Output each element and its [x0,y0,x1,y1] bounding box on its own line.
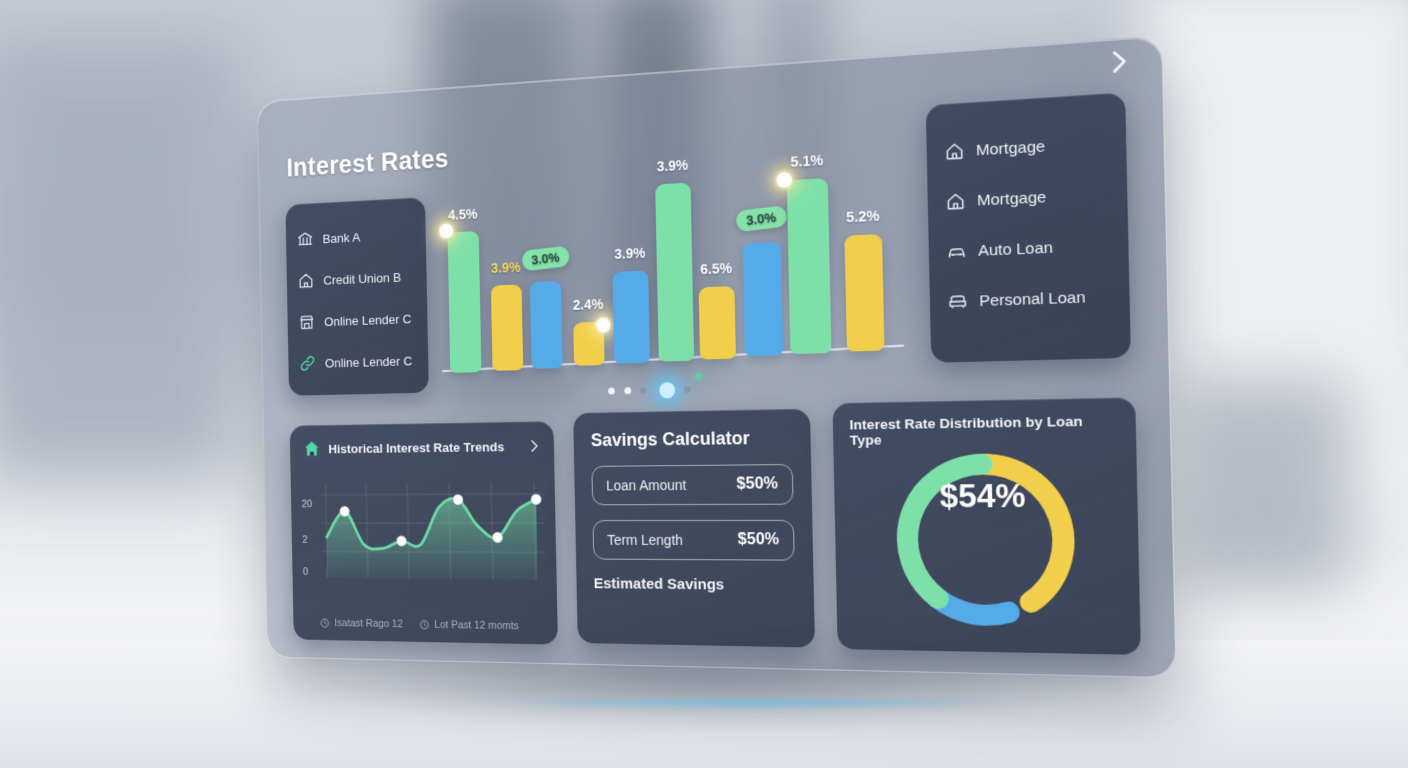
house-icon [945,190,967,212]
pagination-dot[interactable] [607,387,615,395]
trend-area-chart [290,421,554,425]
clock-icon [319,617,330,628]
bar-3.9%[interactable] [490,284,524,371]
bar-value-label: 3.0% [735,205,788,233]
chevron-right-icon[interactable] [1102,44,1137,78]
link-icon [299,354,317,373]
lender-item-label: Bank A [322,229,361,246]
lender-item[interactable]: Online Lender C [298,339,417,384]
bar-value-label: 3.9% [614,244,646,262]
x-axis-label: Lot Past 12 momts [419,619,519,632]
savings-calculator-panel: Savings Calculator Loan Amount $50% Term… [573,408,815,648]
bar-5.1%[interactable] [786,178,832,355]
lender-item-label: Credit Union B [323,269,402,288]
background-shape [1140,0,1408,520]
bar-value-label: 3.0% [520,245,570,272]
sofa-icon [947,291,969,313]
loan-amount-field[interactable]: Loan Amount $50% [591,463,794,506]
loan-type-panel: Mortgage Mortgage Auto Loan Personal Loan [925,92,1131,363]
car-icon [946,241,968,263]
pagination-dot[interactable] [683,385,691,393]
bar-value-label: 6.5% [700,259,733,278]
loan-type-item-label: Personal Loan [979,288,1086,310]
house-trend-icon [302,438,322,459]
reflection-glow [470,698,1030,708]
savings-calculator-title: Savings Calculator [590,427,750,451]
bar-3.9%[interactable] [655,182,695,362]
highlight-dot [596,317,611,333]
bar-5.2%[interactable] [844,233,885,352]
loan-type-item[interactable]: Mortgage [943,117,1108,177]
pagination-dots [258,36,1162,102]
donut-panel: Interest Rate Distribution by Loan Type … [832,397,1141,655]
donut-segment-blue[interactable] [938,599,1009,616]
bar-3.0%[interactable] [742,241,784,357]
donut-center-value: $54% [939,477,1026,515]
y-tick: 20 [301,498,313,511]
lender-list: Bank A Credit Union B Online Lender C Onlin… [296,213,418,384]
lender-item[interactable]: Online Lender C [298,297,417,343]
loan-type-item[interactable]: Auto Loan [945,219,1111,277]
x-axis-label: Isatast Rago 12 [319,617,403,630]
historical-trends-panel: Historical Interest Rate Trends 20 2 0 I… [289,421,558,645]
term-length-label: Term Length [607,531,684,549]
loan-type-item[interactable]: Mortgage [944,168,1109,227]
lender-list-panel: Bank A Credit Union B Online Lender C Onlin… [285,197,429,396]
background-shape [1180,380,1350,590]
bar-chart: 4.5% 3.9% 3.0% 2.4% 3.9% 3.9% 6.5% 3.0% 5.1% 5.2% [258,36,1162,399]
bar-value-label: 3.9% [490,259,521,276]
lender-item[interactable]: Bank A [296,213,415,260]
storefront-icon [298,312,316,331]
bar-6.5%[interactable] [698,286,736,360]
y-tick: 2 [302,534,308,546]
house-icon [944,140,966,162]
pagination-dot[interactable] [624,387,632,395]
lender-item[interactable]: Credit Union B [297,255,416,302]
pagination-dot[interactable] [639,386,647,394]
clock-icon [419,619,430,631]
accent-dot [695,373,702,380]
y-tick: 0 [302,566,309,578]
historical-trends-header: Historical Interest Rate Trends [302,435,543,459]
interest-rates-dashboard: Interest Rates Bank A Credit Union B Onlin… [256,34,1177,679]
bar-value-label: 5.2% [846,207,880,226]
loan-type-item[interactable]: Personal Loan [946,271,1112,327]
bar-4.5%[interactable] [447,230,482,373]
bar-3.9%[interactable] [612,270,651,364]
loan-type-list: Mortgage Mortgage Auto Loan Personal Loan [943,117,1112,327]
bank-icon [296,230,314,250]
bar-value-label: 4.5% [447,205,478,223]
pagination-dot[interactable] [659,382,676,399]
estimated-savings-label: Estimated Savings [593,575,725,594]
x-axis-labels: Isatast Rago 12 Lot Past 12 momts [319,617,519,632]
loan-amount-label: Loan Amount [605,476,687,494]
credit-union-icon [297,271,315,291]
lender-item-label: Online Lender C [324,353,413,370]
bar-value-label: 3.9% [656,156,689,175]
loan-amount-value: $50% [736,475,779,493]
loan-type-item-label: Auto Loan [977,238,1054,260]
term-length-value: $50% [737,531,780,549]
chevron-right-icon[interactable] [526,437,543,455]
bar-3.0%[interactable] [529,280,563,369]
term-length-field[interactable]: Term Length $50% [592,519,795,561]
lender-item-label: Online Lender C [324,311,412,329]
bar-value-label: 5.1% [790,151,824,170]
page-title: Interest Rates [286,143,449,183]
historical-trends-title: Historical Interest Rate Trends [328,439,505,456]
loan-type-item-label: Mortgage [976,187,1047,210]
donut-chart [885,443,1086,637]
background-shape [0,40,240,480]
bar-value-label: 2.4% [572,295,604,313]
loan-type-item-label: Mortgage [975,137,1046,160]
